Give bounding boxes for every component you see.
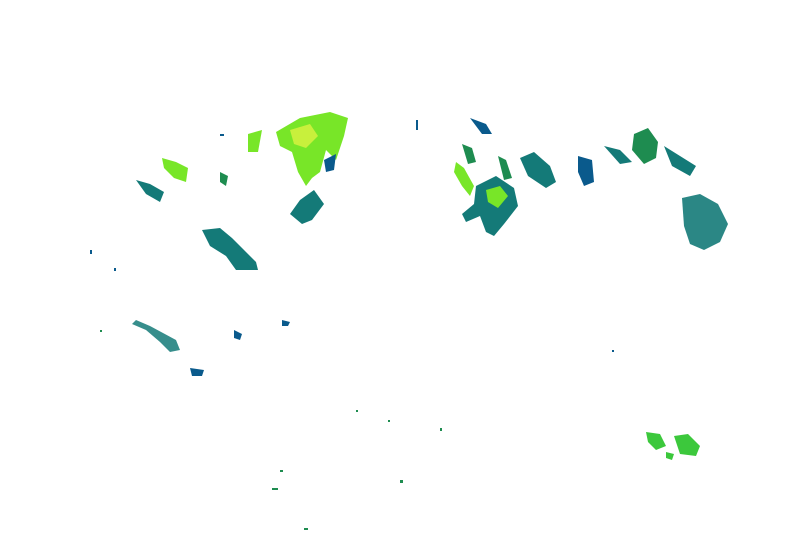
echo-cluster-northwest-large [136,112,348,224]
echo-cell [190,368,204,376]
echo-speck [220,134,224,136]
echo-cell [290,190,324,224]
echo-speck [114,268,116,271]
echo-speck [280,470,283,472]
echo-cell [454,162,474,196]
echo-cell [136,180,164,202]
echo-cell [324,154,336,172]
echo-cell [666,452,674,460]
echo-speck [356,410,358,412]
echo-cell [282,320,290,326]
echo-cell [276,112,348,186]
echo-cell [202,228,258,270]
echo-speck [304,528,308,530]
echo-cell [132,320,180,352]
echo-speck [90,250,92,254]
echo-speck [440,428,442,431]
echo-cell [470,118,492,134]
echo-cluster-southeast [646,432,700,460]
echo-cluster-northeast [604,128,728,250]
echo-cluster-west [132,228,290,376]
echo-cell [520,152,556,188]
echo-speck [272,488,278,490]
echo-cell [664,146,696,176]
echo-speck [388,420,390,422]
echo-cell [162,158,188,182]
echo-cluster-north-central [454,118,594,236]
echo-cell [220,172,228,186]
echo-cell [632,128,658,164]
echo-speck [612,350,614,352]
echo-cell [462,144,476,164]
echo-cell [646,432,666,450]
echo-speck [416,120,418,130]
echo-cell [290,124,318,148]
echo-cell [682,194,728,250]
echo-speck [400,480,403,483]
echo-speckles [90,120,614,530]
echo-speck [100,330,102,332]
echo-cell [674,434,700,456]
echo-cell [486,186,508,208]
echo-cell [234,330,242,340]
echo-cell [248,130,262,152]
echo-cell [578,156,594,186]
echo-cell [498,156,512,180]
echo-cell [604,146,632,164]
